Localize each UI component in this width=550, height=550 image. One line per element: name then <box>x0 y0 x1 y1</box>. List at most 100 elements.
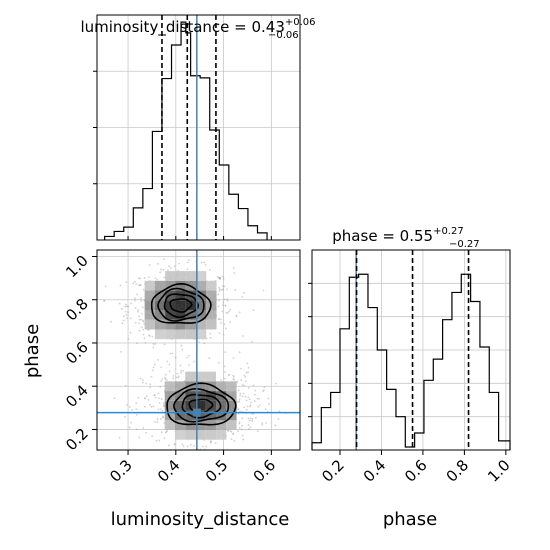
sample-point <box>157 358 160 361</box>
sample-point <box>232 378 235 380</box>
luminosity-distance-title: luminosity_distance = 0.43+0.06 <box>80 17 315 37</box>
sample-point <box>122 319 125 322</box>
sample-point <box>233 272 236 275</box>
sample-point <box>125 313 128 316</box>
density-cell <box>154 290 166 301</box>
sample-point <box>180 369 183 372</box>
sample-point <box>148 276 150 279</box>
density-contour <box>163 293 199 318</box>
sample-point <box>165 379 168 382</box>
sample-point <box>241 395 244 398</box>
sample-point <box>151 335 154 338</box>
density-cell <box>216 430 227 440</box>
sample-point <box>128 406 131 408</box>
sample-point <box>154 343 157 345</box>
density-cell <box>144 300 155 310</box>
density-cell <box>174 420 186 430</box>
sample-point <box>145 431 147 434</box>
sample-point <box>225 327 227 330</box>
density-cell <box>144 280 155 291</box>
sample-point <box>239 392 242 395</box>
sample-point <box>156 278 158 281</box>
sample-point <box>241 417 244 420</box>
sample-point <box>174 356 177 359</box>
sample-point <box>160 418 162 420</box>
density-cell <box>205 371 217 382</box>
sample-point <box>203 342 206 345</box>
sample-point <box>247 366 250 369</box>
sample-point <box>162 405 165 408</box>
density-contours <box>150 282 237 426</box>
sample-point <box>247 371 250 374</box>
sample-point <box>249 404 252 407</box>
density-cell <box>226 420 237 430</box>
sample-point <box>149 386 152 389</box>
sample-point <box>250 401 252 404</box>
sample-point <box>161 378 164 380</box>
sample-point <box>223 371 226 373</box>
sample-point <box>177 376 179 379</box>
sample-point <box>232 432 234 435</box>
gridlines <box>97 250 300 450</box>
sample-point <box>254 389 257 392</box>
phase-x-tick-label: 1.0 <box>484 456 514 486</box>
density-cell <box>205 381 217 392</box>
sample-point <box>139 318 142 321</box>
density-cell <box>175 271 186 281</box>
lum-x-tick-label: 0.6 <box>250 456 280 486</box>
sample-point <box>229 430 232 432</box>
sample-point <box>232 374 235 377</box>
sample-point <box>261 422 264 425</box>
sample-point <box>265 422 267 424</box>
histogram-bin <box>359 274 368 450</box>
sample-point <box>126 317 128 320</box>
sample-point <box>209 442 212 444</box>
histogram-bin <box>424 380 433 450</box>
density-cell <box>165 271 176 281</box>
density-cell <box>185 371 196 382</box>
sample-point <box>139 377 142 380</box>
sample-point <box>237 408 240 411</box>
histogram-bin <box>114 231 124 240</box>
phase-title: phase = 0.55+0.27 <box>332 226 463 245</box>
sample-point <box>217 305 220 308</box>
sample-point <box>233 378 236 381</box>
sample-point <box>249 417 252 420</box>
histogram-steps <box>104 21 268 240</box>
sample-point <box>241 295 243 298</box>
sample-point <box>217 318 220 321</box>
phase-x-tick-label: 0.8 <box>443 456 473 486</box>
density-cell <box>154 280 166 291</box>
sample-point <box>201 445 204 448</box>
density-cell <box>195 271 207 281</box>
density-contour <box>166 382 237 426</box>
lum-x-tick-label: 0.4 <box>154 456 184 486</box>
density-contour <box>181 393 222 419</box>
sample-point <box>145 395 148 398</box>
quantile-and-truth-lines <box>161 15 217 240</box>
sample-point <box>277 418 280 420</box>
sample-point <box>241 434 244 437</box>
sample-point <box>121 322 124 325</box>
sample-point <box>166 360 169 363</box>
sample-point <box>241 384 244 386</box>
sample-point <box>135 413 138 416</box>
histogram-bin <box>248 226 258 240</box>
sample-point <box>135 408 138 411</box>
sample-point <box>119 284 122 287</box>
sample-point <box>167 444 170 447</box>
sample-point <box>158 402 161 404</box>
sample-point <box>163 258 165 261</box>
sample-point <box>208 269 211 271</box>
sample-point <box>104 285 107 288</box>
density-cell <box>185 430 196 440</box>
sample-point <box>139 277 141 280</box>
sample-point <box>224 304 227 307</box>
sample-point <box>244 380 247 383</box>
sample-point <box>133 280 136 283</box>
density-cell <box>164 410 175 421</box>
density-cell <box>154 300 166 310</box>
sample-point <box>218 299 220 302</box>
density-cell <box>165 310 176 320</box>
density-cell <box>164 391 175 401</box>
